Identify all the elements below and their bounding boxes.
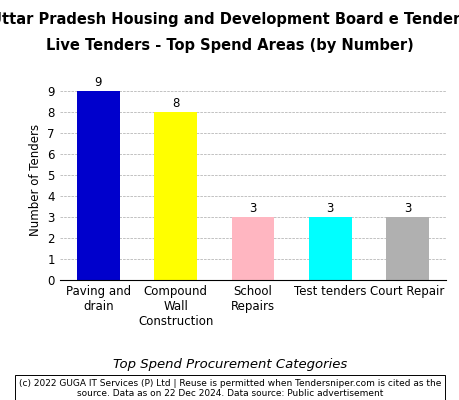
Text: (c) 2022 GUGA IT Services (P) Ltd | Reuse is permitted when Tendersniper.com is : (c) 2022 GUGA IT Services (P) Ltd | Reus… bbox=[19, 378, 440, 398]
Text: Uttar Pradesh Housing and Development Board e Tenders: Uttar Pradesh Housing and Development Bo… bbox=[0, 12, 459, 27]
Text: 3: 3 bbox=[326, 202, 333, 215]
Text: 3: 3 bbox=[403, 202, 410, 215]
Bar bbox=[231, 217, 274, 280]
Bar bbox=[386, 217, 428, 280]
Text: 9: 9 bbox=[95, 76, 102, 89]
Text: 8: 8 bbox=[172, 97, 179, 110]
Y-axis label: Number of Tenders: Number of Tenders bbox=[29, 124, 42, 236]
Bar bbox=[154, 112, 196, 280]
Text: Live Tenders - Top Spend Areas (by Number): Live Tenders - Top Spend Areas (by Numbe… bbox=[46, 38, 413, 53]
Bar bbox=[308, 217, 351, 280]
Text: 3: 3 bbox=[249, 202, 256, 215]
Bar bbox=[77, 90, 119, 280]
Text: Top Spend Procurement Categories: Top Spend Procurement Categories bbox=[112, 358, 347, 371]
